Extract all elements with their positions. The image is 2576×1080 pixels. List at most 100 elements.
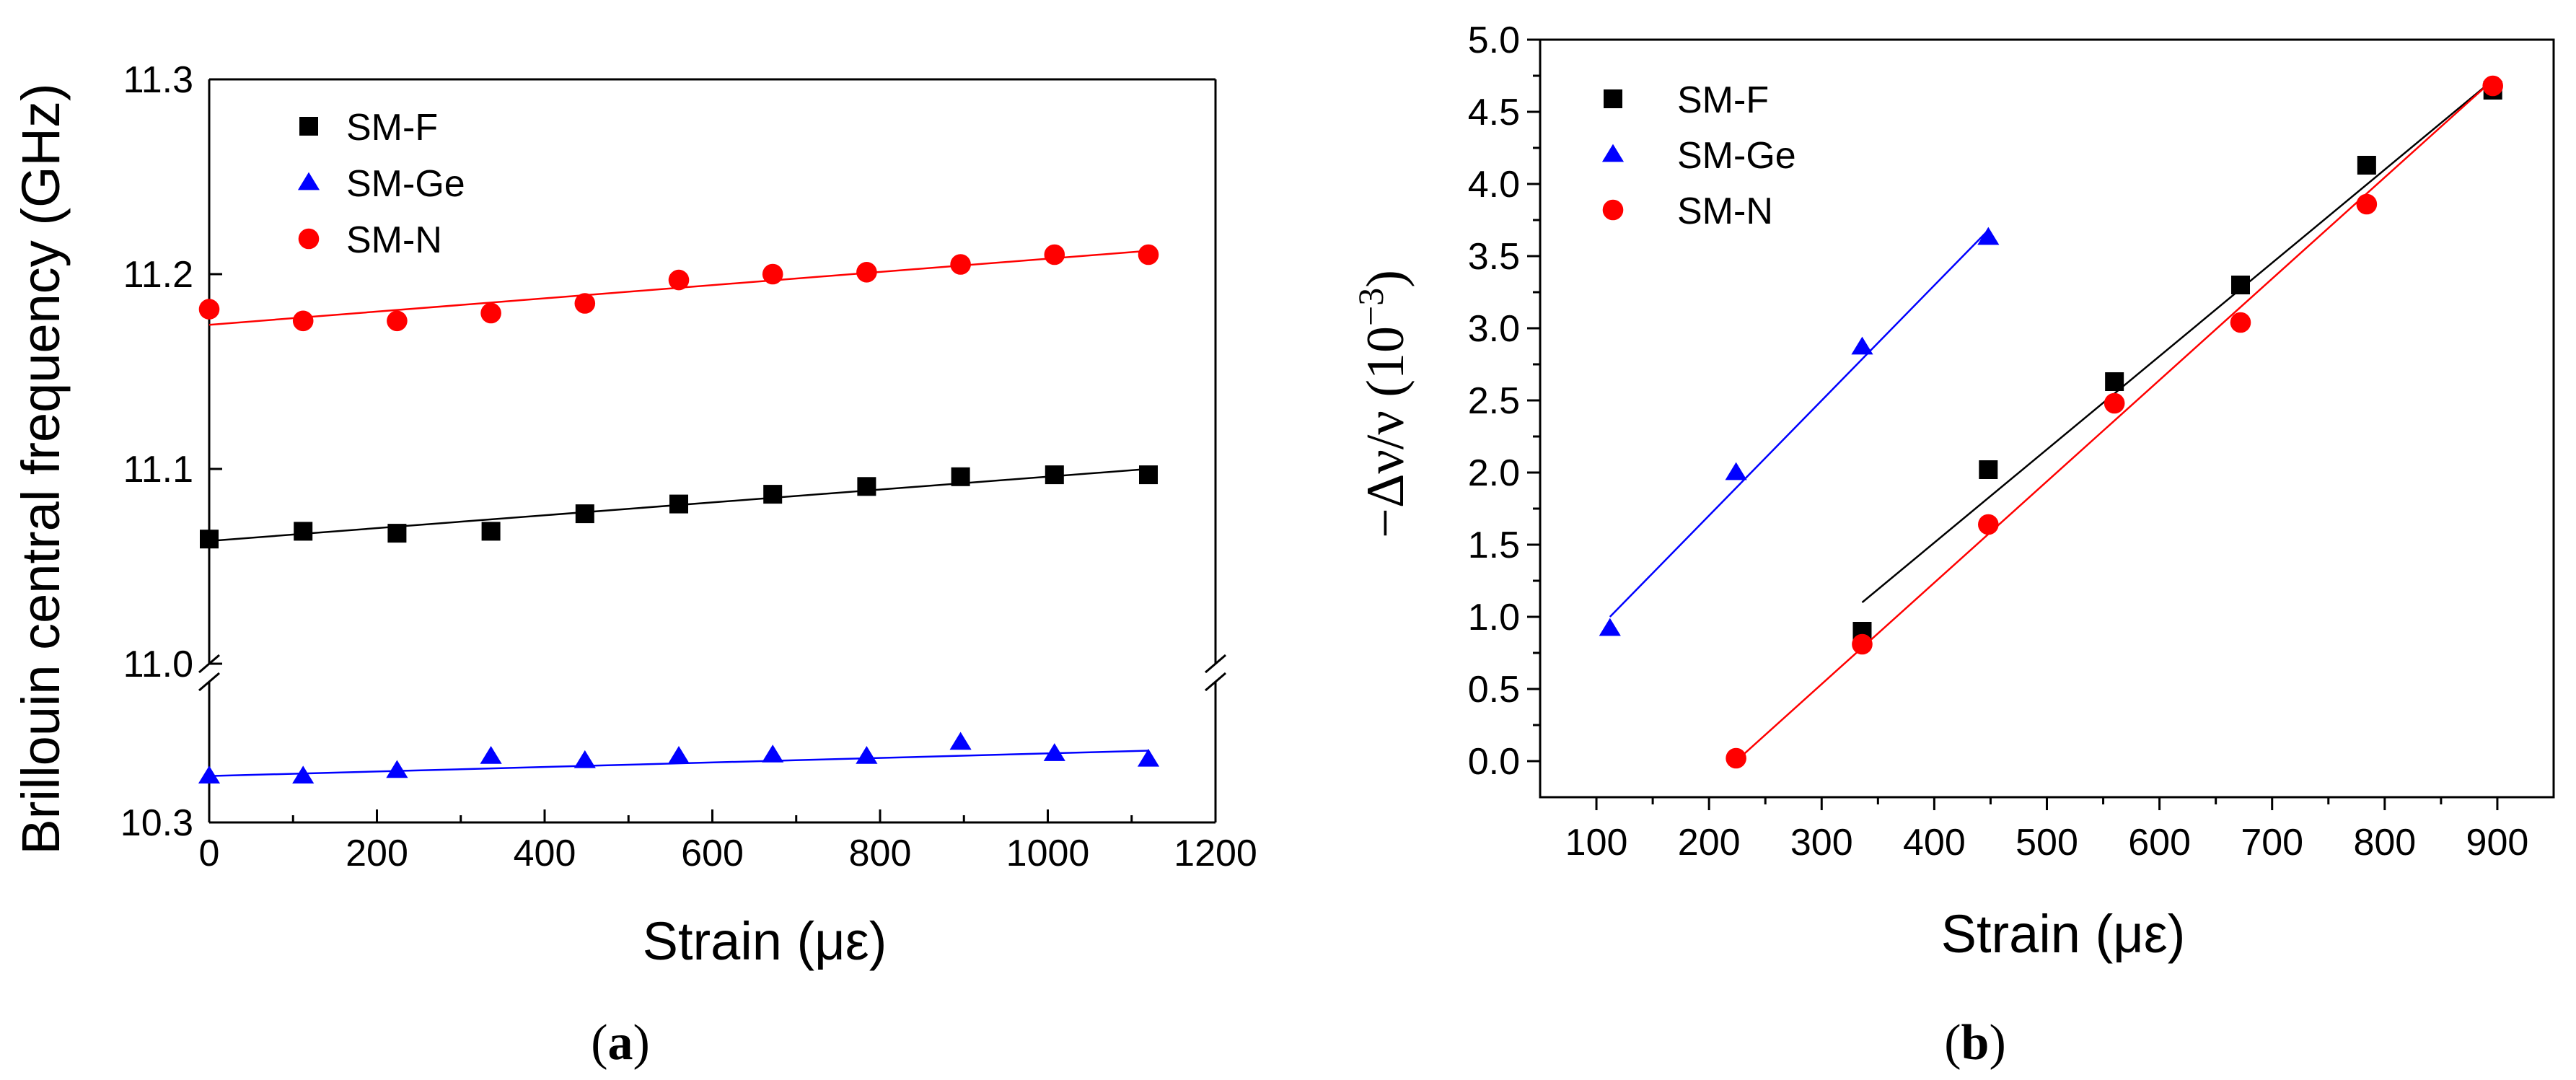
panel-a-y-tick-label: 10.3 xyxy=(120,802,193,844)
panel-a-point-sm-ge xyxy=(386,760,408,778)
panel-a-point-sm-f xyxy=(1045,465,1064,485)
panel-a-point-sm-ge xyxy=(480,746,502,764)
panel-a-point-sm-f xyxy=(200,530,219,549)
panel-a-x-tick-label: 1200 xyxy=(1174,833,1257,874)
panel-b-fit-line-sm-n xyxy=(1735,79,2494,762)
panel-b-x-tick-label: 600 xyxy=(2128,822,2191,864)
panel-a-point-sm-ge xyxy=(667,746,690,764)
panel-a-axis-break-mark-right-1 xyxy=(1205,654,1226,674)
panel-b-legend-marker-sm-f xyxy=(1604,89,1622,108)
panel-a-point-sm-n xyxy=(1138,244,1159,265)
panel-a-point-sm-ge xyxy=(856,746,878,764)
panel-b-legend-marker-sm-n xyxy=(1602,199,1624,221)
panel-b-point-sm-ge xyxy=(1599,618,1621,636)
panel-a-y-tick-label: 11.2 xyxy=(123,254,193,296)
panel-a: 0 200 400 600 800 1000 1200 11.0 11.1 11.2 11.3 10.… xyxy=(11,59,1257,1071)
panel-b-point-sm-n xyxy=(2482,75,2503,97)
panel-a-point-sm-ge xyxy=(1043,743,1065,761)
panel-b-y-axis-label-close: ) xyxy=(1356,270,1415,288)
panel-a-point-sm-f xyxy=(763,485,783,504)
panel-a-point-sm-n xyxy=(668,269,690,291)
panel-b-point-sm-n xyxy=(1852,633,1873,655)
panel-a-point-sm-ge xyxy=(292,765,315,784)
panel-a-y-tick-label: 11.3 xyxy=(123,59,193,101)
panel-a-point-sm-f xyxy=(669,494,688,514)
panel-b-y-axis-label-main: −Δν/ν (10 xyxy=(1356,326,1415,538)
panel-b-legend-marker-sm-ge xyxy=(1601,144,1625,162)
panel-a-point-sm-n xyxy=(950,254,971,275)
panel-b-y-tick-label: 4.5 xyxy=(1468,92,1520,133)
panel-b-x-tick-label: 900 xyxy=(2466,822,2529,864)
panel-b-y-tick-label: 4.0 xyxy=(1468,164,1520,206)
panel-b-point-sm-n xyxy=(1726,747,1746,769)
panel-b-x-tick-label: 100 xyxy=(1565,822,1628,864)
panel-a-point-sm-f xyxy=(294,522,313,541)
panel-b-legend-label-sm-n: SM-N xyxy=(1677,190,1773,232)
panel-a-legend-label-sm-f: SM-F xyxy=(346,107,438,149)
panel-a-legend-label-sm-ge: SM-Ge xyxy=(346,163,465,205)
panel-b-y-tick-label: 1.5 xyxy=(1468,524,1520,566)
panel-b-y-tick-label: 0.5 xyxy=(1468,669,1520,711)
panel-a-point-sm-ge xyxy=(198,765,221,784)
panel-a-x-tick-label: 800 xyxy=(849,833,912,874)
panel-b-point-sm-n xyxy=(2230,312,2251,333)
panel-a-caption: (a) xyxy=(591,1015,650,1071)
panel-a-x-axis-label: Strain (με) xyxy=(643,911,887,971)
panel-b-x-tick-label: 700 xyxy=(2241,822,2303,864)
panel-b-x-tick-label: 500 xyxy=(2015,822,2078,864)
panel-b-point-sm-n xyxy=(2356,193,2378,215)
panel-a-legend-marker-sm-ge xyxy=(297,172,320,190)
panel-a-legend-label-sm-n: SM-N xyxy=(346,219,442,261)
panel-b-x-axis-label: Strain (με) xyxy=(1941,904,2186,964)
panel-a-point-sm-ge xyxy=(573,750,596,768)
panel-b-point-sm-f xyxy=(2231,276,2251,294)
panel-b-caption: (b) xyxy=(1944,1015,2006,1071)
panel-a-point-sm-n xyxy=(856,262,877,283)
panel-a-point-sm-n xyxy=(387,310,408,332)
panel-b-point-sm-n xyxy=(2104,392,2125,414)
panel-a-point-sm-n xyxy=(574,293,596,314)
panel-a-point-sm-f xyxy=(1139,465,1158,485)
panel-a-x-tick-label: 0 xyxy=(199,833,220,874)
panel-a-point-sm-n xyxy=(1044,244,1065,265)
panel-a-x-tick-label: 1000 xyxy=(1006,833,1090,874)
panel-b-y-axis-label: −Δν/ν (10−3) xyxy=(1350,270,1415,538)
panel-b-point-sm-n xyxy=(1978,514,1999,535)
panel-b-fit-line-sm-ge xyxy=(1609,229,1990,618)
panel-b: 100 200 300 400 500 600 700 800 900 0.0 0.5 1.0 1.5 2… xyxy=(1350,19,2555,1071)
panel-a-point-sm-ge xyxy=(949,732,972,750)
panel-b-y-tick-label: 5.0 xyxy=(1468,19,1520,61)
panel-b-legend-label-sm-ge: SM-Ge xyxy=(1677,135,1796,177)
panel-a-point-sm-n xyxy=(292,310,314,332)
panel-a-y-axis-label: Brillouin central frequency (GHz) xyxy=(11,83,71,854)
panel-b-x-tick-label: 400 xyxy=(1903,822,1966,864)
panel-a-point-sm-f xyxy=(387,524,407,543)
panel-b-legend-label-sm-f: SM-F xyxy=(1677,79,1769,121)
panel-b-point-sm-f xyxy=(2105,372,2124,391)
panel-a-x-tick-label: 400 xyxy=(514,833,576,874)
panel-a-caption-letter: a xyxy=(608,1015,633,1071)
panel-b-fit-line-sm-f xyxy=(1861,79,2494,603)
panel-b-x-tick-label: 800 xyxy=(2353,822,2416,864)
panel-b-point-sm-f xyxy=(2357,156,2376,175)
panel-b-y-tick-label: 3.5 xyxy=(1468,236,1520,278)
panel-a-axis-break-mark-left-2 xyxy=(198,672,220,692)
panel-b-x-tick-label: 200 xyxy=(1678,822,1741,864)
panel-b-y-tick-label: 3.0 xyxy=(1468,308,1520,350)
panel-a-point-sm-f xyxy=(481,522,501,541)
panel-a-point-sm-f xyxy=(575,504,594,524)
panel-a-point-sm-ge xyxy=(762,745,784,763)
panel-a-point-sm-f xyxy=(857,477,876,496)
panel-a-point-sm-ge xyxy=(1137,748,1160,767)
panel-b-x-tick-label: 300 xyxy=(1790,822,1853,864)
panel-a-x-tick-label: 600 xyxy=(681,833,744,874)
panel-b-point-sm-ge xyxy=(1977,227,2000,245)
panel-a-point-sm-f xyxy=(951,467,970,486)
panel-a-point-sm-n xyxy=(762,263,783,285)
panel-b-caption-letter: b xyxy=(1961,1015,1990,1071)
panel-a-y-tick-label: 11.1 xyxy=(123,449,193,491)
panel-b-point-sm-ge xyxy=(1725,462,1747,480)
panel-b-y-tick-label: 2.0 xyxy=(1468,452,1520,494)
panel-b-y-tick-label: 1.0 xyxy=(1468,597,1520,638)
panel-a-point-sm-n xyxy=(198,299,220,320)
